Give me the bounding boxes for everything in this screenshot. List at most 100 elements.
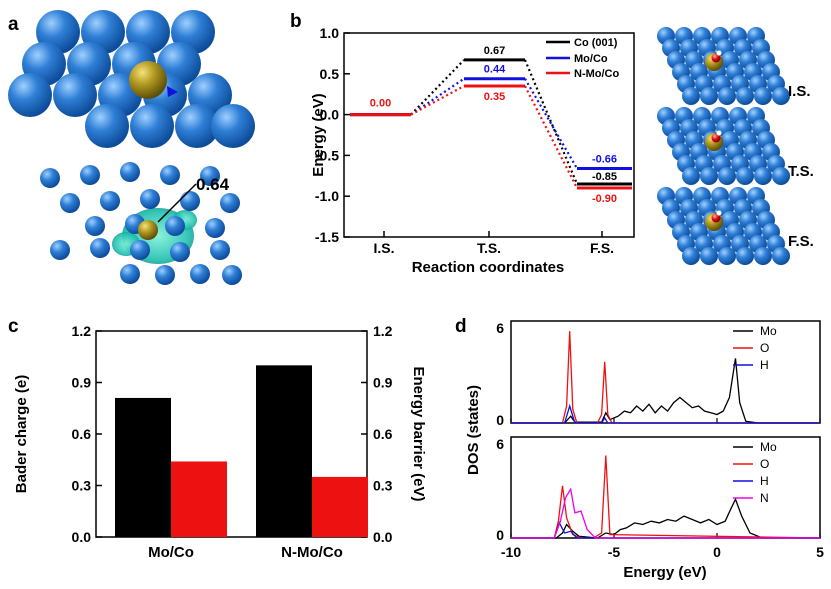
surface-atom: [120, 264, 140, 284]
bar: [115, 397, 171, 537]
legend-entry: Mo: [760, 324, 777, 338]
y-tick-label: 0: [496, 527, 504, 543]
y-axis-title: DOS (states): [465, 385, 482, 475]
x-tick-label: N-Mo/Co: [281, 544, 343, 561]
energy-connector: [524, 78, 578, 170]
y2-tick-label: 0.3: [373, 478, 393, 494]
bar: [312, 476, 368, 537]
dos-series-line: [511, 358, 820, 424]
bar: [171, 461, 227, 537]
surface-atom: [130, 104, 174, 148]
y-tick-label: 0.6: [72, 426, 92, 442]
mo-dopant-atom: [138, 220, 158, 240]
surface-atom: [210, 240, 230, 260]
surface-atom: [130, 240, 150, 260]
x-axis-title: Reaction coordinates: [412, 259, 565, 276]
surface-atom: [700, 87, 718, 105]
x-tick-label: -5: [608, 544, 621, 560]
legend-entry: O: [760, 457, 769, 471]
surface-atom: [120, 162, 140, 182]
energy-connector: [410, 77, 465, 116]
legend-entry: H: [760, 358, 769, 372]
oxygen-atom: [711, 213, 721, 223]
energy-connector: [410, 85, 465, 116]
surface-atom: [170, 242, 190, 262]
surface-atom: [718, 87, 736, 105]
x-tick-label: -10: [501, 544, 521, 560]
surface-atom: [718, 247, 736, 265]
oxygen-atom: [711, 53, 721, 63]
x-tick-label: I.S.: [373, 240, 394, 256]
surface-atom: [205, 218, 225, 238]
y2-axis-title: Energy barrier (eV): [410, 366, 427, 501]
dos-series-line: [511, 403, 820, 424]
legend-entry: Co (001): [574, 37, 618, 49]
y2-tick-label: 0.0: [373, 529, 393, 545]
data-label: -0.66: [592, 153, 617, 165]
hydrogen-atom: [716, 130, 722, 136]
legend-entry: Mo: [760, 440, 777, 454]
surface-atom: [180, 191, 200, 211]
surface-atom: [140, 189, 160, 209]
y-tick-label: 1.2: [72, 323, 92, 339]
panel-b-structures: [657, 27, 790, 265]
panel-c-bar-chart: 1.2 1.2 0.9 0.9 0.6 0.6 0.3 0.3 0.0 0.0 Mo/Co N-Mo/…: [13, 323, 427, 561]
surface-atom: [220, 193, 240, 213]
surface-atom: [190, 264, 210, 284]
surface-atom: [700, 247, 718, 265]
panel-a-structures: [8, 10, 255, 285]
surface-atom: [155, 265, 175, 285]
surface-atom: [175, 104, 219, 148]
y2-tick-label: 0.9: [373, 375, 393, 391]
y-axis-title: Energy (eV): [310, 93, 327, 176]
surface-atom: [85, 216, 105, 236]
x-axis-title: Energy (eV): [623, 564, 706, 581]
y2-tick-label: 1.2: [373, 323, 393, 339]
y-tick-label: 6: [496, 320, 504, 336]
y2-tick-label: 0.6: [373, 426, 393, 442]
y-axis-title: Bader charge (e): [13, 375, 30, 493]
surface-atom: [85, 104, 129, 148]
surface-atom: [754, 247, 772, 265]
panel-label-d: d: [455, 316, 467, 337]
y-tick-label: 6: [496, 436, 504, 452]
surface-atom: [754, 167, 772, 185]
y-tick-label: 0.3: [72, 478, 92, 494]
panel-label-b: b: [290, 11, 302, 32]
x-tick-label: F.S.: [590, 240, 614, 256]
surface-atom: [682, 247, 700, 265]
panel-label-c: c: [8, 316, 19, 337]
surface-atom: [8, 73, 52, 117]
surface-atom: [754, 87, 772, 105]
y-tick-label: 0: [496, 412, 504, 428]
nitrogen-atom: [167, 86, 178, 97]
bar: [256, 365, 312, 537]
legend-entry: O: [760, 341, 769, 355]
energy-connector: [524, 85, 578, 189]
legend-entry: Mo/Co: [574, 53, 608, 65]
dos-series-line: [511, 455, 821, 539]
surface-atom: [772, 87, 790, 105]
y-tick-label: 0.5: [320, 66, 340, 82]
structure-label-ts: T.S.: [788, 163, 814, 180]
panel-b-energy-chart: 1.0 0.5 0.0 -0.5 -1.0 -1.5 I.S. T.S. F.S. Reactio…: [310, 25, 635, 276]
data-label: 0.67: [484, 45, 505, 57]
y-tick-label: -0.5: [315, 147, 339, 163]
surface-atom: [736, 87, 754, 105]
structure-label-is: I.S.: [788, 83, 811, 100]
mo-dopant-atom: [129, 61, 167, 99]
hydrogen-atom: [716, 210, 722, 216]
dos-series-line: [511, 487, 820, 539]
surface-atom: [222, 265, 242, 285]
data-label: -0.85: [592, 171, 617, 183]
annotation-leader-line: [157, 183, 197, 223]
surface-atom: [50, 240, 70, 260]
hydrogen-atom: [716, 50, 722, 56]
surface-atom: [718, 167, 736, 185]
surface-atom: [53, 73, 97, 117]
surface-atom: [60, 193, 80, 213]
surface-atom: [772, 167, 790, 185]
structure-label-fs: F.S.: [788, 233, 814, 250]
